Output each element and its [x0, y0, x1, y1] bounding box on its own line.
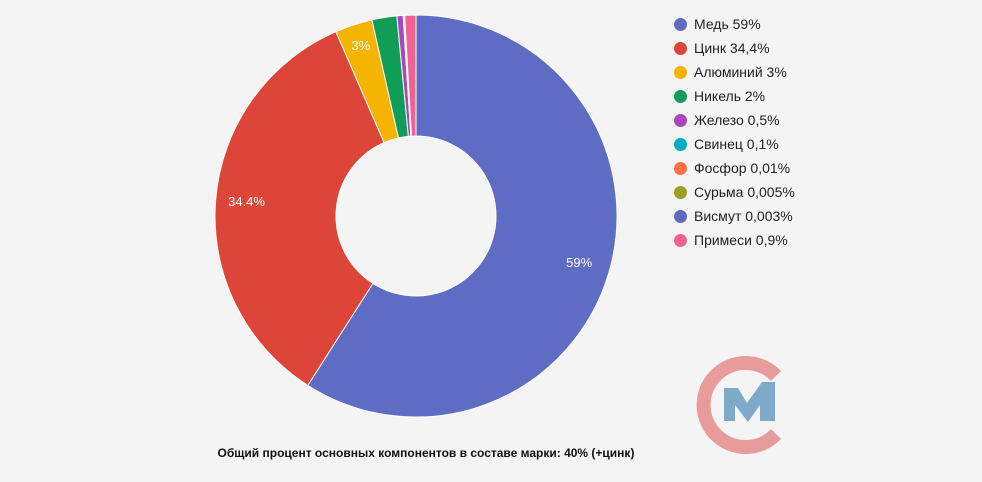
legend: Медь 59% Цинк 34,4% Алюминий 3% Никель 2% Же… — [674, 12, 964, 252]
legend-item-7: Фосфор 0,01% — [674, 156, 964, 180]
legend-item-9: Висмут 0,003% — [674, 204, 964, 228]
legend-item-6: Свинец 0,1% — [674, 132, 964, 156]
legend-swatch-6 — [674, 137, 687, 151]
legend-swatch-4 — [674, 89, 687, 103]
legend-label-4: Никель 2% — [694, 88, 766, 104]
footer-note: Общий процент основных компонентов в сос… — [217, 446, 635, 460]
legend-swatch-8 — [674, 185, 687, 199]
slice-1 — [307, 14, 618, 418]
slice-label-2: 34.4% — [228, 194, 265, 209]
slice-label-1: 59% — [566, 255, 592, 270]
legend-item-1: Медь 59% — [674, 12, 964, 36]
logo-m-shape — [724, 382, 775, 422]
legend-swatch-5 — [674, 113, 687, 127]
legend-label-6: Свинец 0,1% — [694, 136, 779, 152]
legend-label-8: Сурьма 0,005% — [694, 184, 795, 200]
legend-label-2: Цинк 34,4% — [694, 40, 770, 56]
legend-label-7: Фосфор 0,01% — [694, 160, 791, 176]
legend-item-2: Цинк 34,4% — [674, 36, 964, 60]
legend-item-5: Железо 0,5% — [674, 108, 964, 132]
legend-swatch-1 — [674, 17, 687, 31]
logo-c-shape — [696, 356, 782, 454]
legend-label-10: Примеси 0,9% — [694, 232, 788, 248]
slice-label-3: 3% — [351, 38, 370, 53]
legend-item-4: Никель 2% — [674, 84, 964, 108]
slice-2 — [214, 30, 385, 387]
cm-logo-icon — [696, 356, 782, 454]
slice-10 — [404, 14, 417, 137]
legend-label-3: Алюминий 3% — [694, 64, 787, 80]
legend-item-8: Сурьма 0,005% — [674, 180, 964, 204]
legend-swatch-10 — [674, 233, 687, 247]
legend-swatch-9 — [674, 209, 687, 223]
legend-item-10: Примеси 0,9% — [674, 228, 964, 252]
slice-label-group: 59% 34.4% 3% — [228, 38, 593, 270]
legend-label-1: Медь 59% — [694, 16, 761, 32]
legend-label-9: Висмут 0,003% — [694, 208, 793, 224]
legend-swatch-2 — [674, 41, 687, 55]
legend-label-5: Железо 0,5% — [694, 112, 780, 128]
legend-swatch-7 — [674, 161, 687, 175]
legend-item-3: Алюминий 3% — [674, 60, 964, 84]
slices-group — [214, 14, 618, 418]
legend-swatch-3 — [674, 65, 687, 79]
